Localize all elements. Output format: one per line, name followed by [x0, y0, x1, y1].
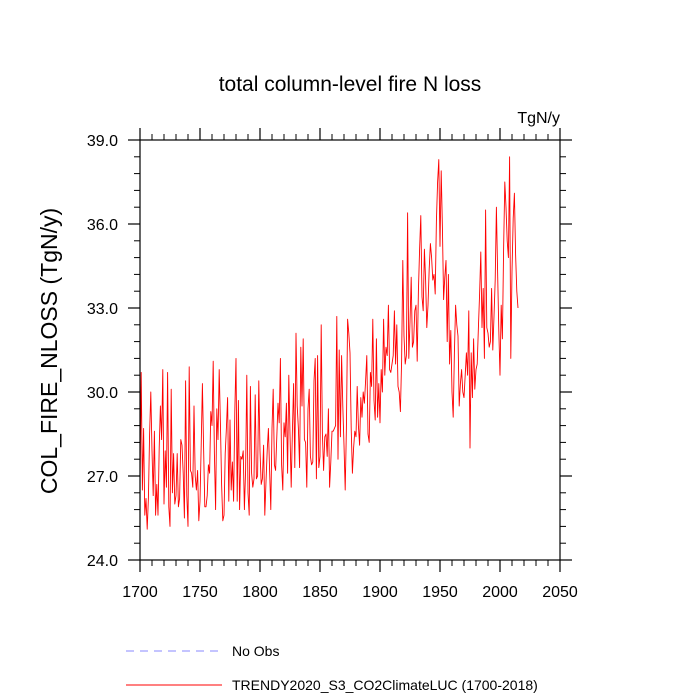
x-tick-label: 1750	[182, 584, 218, 601]
y-axis-label: COL_FIRE_NLOSS (TgN/y)	[36, 208, 62, 494]
y-tick-label: 36.0	[87, 217, 118, 234]
legend: No Obs TRENDY2020_S3_CO2ClimateLUC (1700…	[126, 643, 538, 693]
x-tick-label: 2050	[542, 584, 578, 601]
y-tick-label: 24.0	[87, 553, 118, 570]
plot-area	[139, 156, 519, 530]
plot-frame	[139, 139, 561, 561]
units-label: TgN/y	[517, 110, 560, 127]
axis-tick-labels: 1700 1750 1800 1850 1900 1950 2000 2050 24.0 27.0…	[87, 133, 578, 601]
x-tick-label: 1700	[122, 584, 158, 601]
x-tick-label: 1950	[422, 584, 458, 601]
y-tick-label: 30.0	[87, 385, 118, 402]
y-tick-label: 39.0	[87, 133, 118, 150]
axis-ticks	[128, 128, 572, 572]
x-tick-label: 1850	[302, 584, 338, 601]
y-tick-label: 27.0	[87, 469, 118, 486]
series-line	[139, 156, 519, 530]
y-tick-label: 33.0	[87, 301, 118, 318]
x-tick-label: 2000	[482, 584, 518, 601]
legend-label-no-obs: No Obs	[232, 643, 279, 659]
x-tick-label: 1800	[242, 584, 278, 601]
chart-title: total column-level fire N loss	[219, 73, 482, 96]
legend-label-trendy: TRENDY2020_S3_CO2ClimateLUC (1700-2018)	[232, 677, 538, 693]
x-tick-label: 1900	[362, 584, 398, 601]
